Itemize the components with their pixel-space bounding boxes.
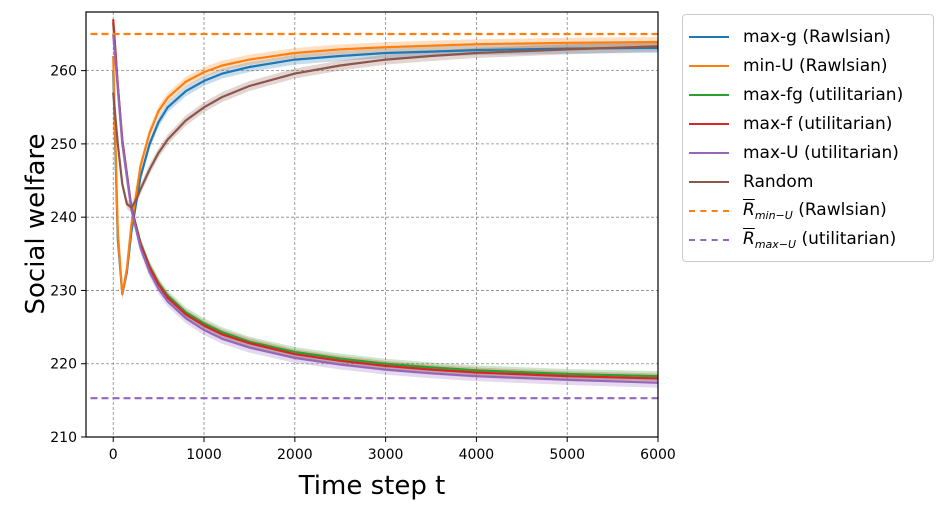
legend-label: Random xyxy=(743,171,814,192)
legend-label: max-f (utilitarian) xyxy=(743,113,893,134)
legend-swatch xyxy=(689,151,729,154)
legend-label: Rmin−U (Rawlsian) xyxy=(743,200,887,222)
legend-item-min-u: min-U (Rawlsian) xyxy=(683,51,933,80)
legend-swatch xyxy=(689,122,729,125)
x-tick-label: 5000 xyxy=(549,447,585,463)
legend-swatch xyxy=(689,64,729,67)
legend-item-r-min-u: Rmin−U (Rawlsian) xyxy=(683,196,933,225)
legend-label: Rmax−U (utilitarian) xyxy=(743,229,896,251)
legend-item-max-fg: max-fg (utilitarian) xyxy=(683,80,933,109)
plot-frame xyxy=(85,11,659,438)
series-lines xyxy=(90,19,659,400)
legend-item-max-g: max-g (Rawlsian) xyxy=(683,22,933,51)
x-axis-label: Time step t xyxy=(298,471,446,501)
series-line-5 xyxy=(112,45,659,209)
legend-label-suffix: (Rawlsian) xyxy=(792,199,887,220)
legend-label: max-g (Rawlsian) xyxy=(743,26,891,47)
x-axis-ticks: 0 1000 2000 3000 4000 5000 6000 xyxy=(109,437,676,463)
y-tick-label: 220 xyxy=(50,357,77,373)
y-tick-label: 230 xyxy=(50,283,77,299)
legend-item-r-max-u: Rmax−U (utilitarian) xyxy=(683,225,933,254)
legend-label-symbol: R xyxy=(743,199,755,220)
legend-swatch xyxy=(689,238,729,241)
legend-label-subscript: max−U xyxy=(754,237,797,251)
legend-swatch xyxy=(689,93,729,96)
x-tick-label: 4000 xyxy=(459,447,495,463)
y-tick-label: 210 xyxy=(50,430,77,446)
legend-swatch xyxy=(689,209,729,212)
y-tick-label: 240 xyxy=(50,210,77,226)
x-tick-label: 6000 xyxy=(640,447,676,463)
legend-label: max-U (utilitarian) xyxy=(743,142,899,163)
confidence-bands xyxy=(113,14,658,388)
legend-item-max-u: max-U (utilitarian) xyxy=(683,138,933,167)
x-tick-label: 1000 xyxy=(186,447,222,463)
legend-swatch xyxy=(689,180,729,183)
legend-label-symbol: R xyxy=(743,228,755,249)
legend-label-subscript: min−U xyxy=(754,208,793,222)
series-line-1 xyxy=(112,40,659,296)
legend: max-g (Rawlsian) min-U (Rawlsian) max-fg… xyxy=(682,14,934,262)
legend-swatch xyxy=(689,35,729,38)
y-axis-label: Social welfare xyxy=(21,133,51,314)
y-tick-label: 250 xyxy=(50,137,77,153)
legend-item-random: Random xyxy=(683,167,933,196)
legend-item-max-f: max-f (utilitarian) xyxy=(683,109,933,138)
legend-label: max-fg (utilitarian) xyxy=(743,84,904,105)
confidence-band-5 xyxy=(113,41,658,213)
legend-label: min-U (Rawlsian) xyxy=(743,55,888,76)
series-line-4 xyxy=(112,33,659,384)
y-axis-ticks: 210 220 230 240 250 260 xyxy=(50,64,86,446)
x-tick-label: 0 xyxy=(109,447,118,463)
x-tick-label: 3000 xyxy=(368,447,404,463)
y-tick-label: 260 xyxy=(50,64,77,80)
x-tick-label: 2000 xyxy=(277,447,313,463)
legend-label-suffix: (utilitarian) xyxy=(796,228,897,249)
